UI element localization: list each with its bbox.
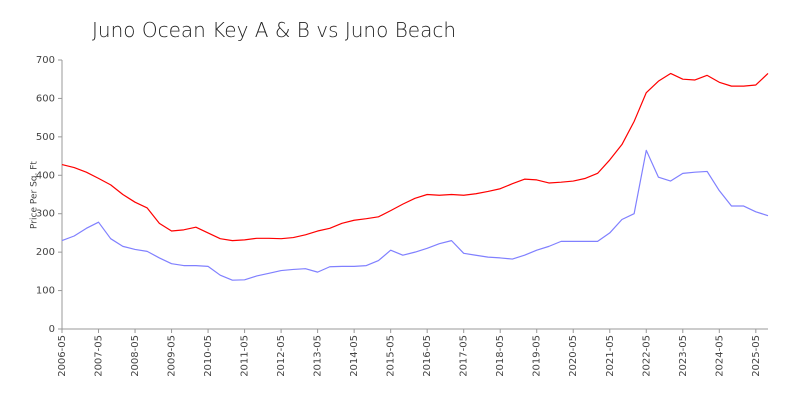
y-tick-label: 0 bbox=[49, 324, 55, 335]
y-tick-label: 600 bbox=[36, 93, 55, 104]
x-tick-label: 2006-05 bbox=[57, 335, 68, 377]
x-tick-label: 2016-05 bbox=[422, 335, 433, 377]
x-tick-label: 2012-05 bbox=[276, 335, 287, 377]
x-tick-label: 2022-05 bbox=[641, 335, 652, 377]
series-line bbox=[61, 149, 769, 281]
x-tick-label: 2015-05 bbox=[386, 335, 397, 377]
x-tick-label: 2017-05 bbox=[459, 335, 470, 377]
x-tick-label: 2010-05 bbox=[203, 335, 214, 377]
y-tick-label: 500 bbox=[36, 132, 55, 143]
x-tick-label: 2021-05 bbox=[605, 335, 616, 377]
chart-title: Juno Ocean Key A & B vs Juno Beach bbox=[92, 18, 456, 42]
x-tick-label: 2018-05 bbox=[495, 335, 506, 377]
series-line bbox=[61, 72, 769, 242]
y-tick-label: 400 bbox=[36, 170, 55, 181]
x-tick-label: 2008-05 bbox=[130, 335, 141, 377]
x-tick-label: 2019-05 bbox=[532, 335, 543, 377]
x-tick-label: 2011-05 bbox=[240, 335, 251, 377]
y-tick-label: 300 bbox=[36, 209, 55, 220]
y-tick-label: 700 bbox=[36, 55, 55, 66]
x-tick-label: 2007-05 bbox=[94, 335, 105, 377]
x-tick-label: 2020-05 bbox=[568, 335, 579, 377]
y-axis-label: Price Per Sq. Ft bbox=[30, 161, 40, 229]
x-tick-label: 2014-05 bbox=[349, 335, 360, 377]
x-tick-label: 2025-05 bbox=[751, 335, 762, 377]
y-tick-label: 100 bbox=[36, 286, 55, 297]
x-tick-label: 2024-05 bbox=[714, 335, 725, 377]
x-tick-label: 2023-05 bbox=[678, 335, 689, 377]
x-tick-label: 2009-05 bbox=[167, 335, 178, 377]
y-tick-label: 200 bbox=[36, 247, 55, 258]
x-tick-label: 2013-05 bbox=[313, 335, 324, 377]
